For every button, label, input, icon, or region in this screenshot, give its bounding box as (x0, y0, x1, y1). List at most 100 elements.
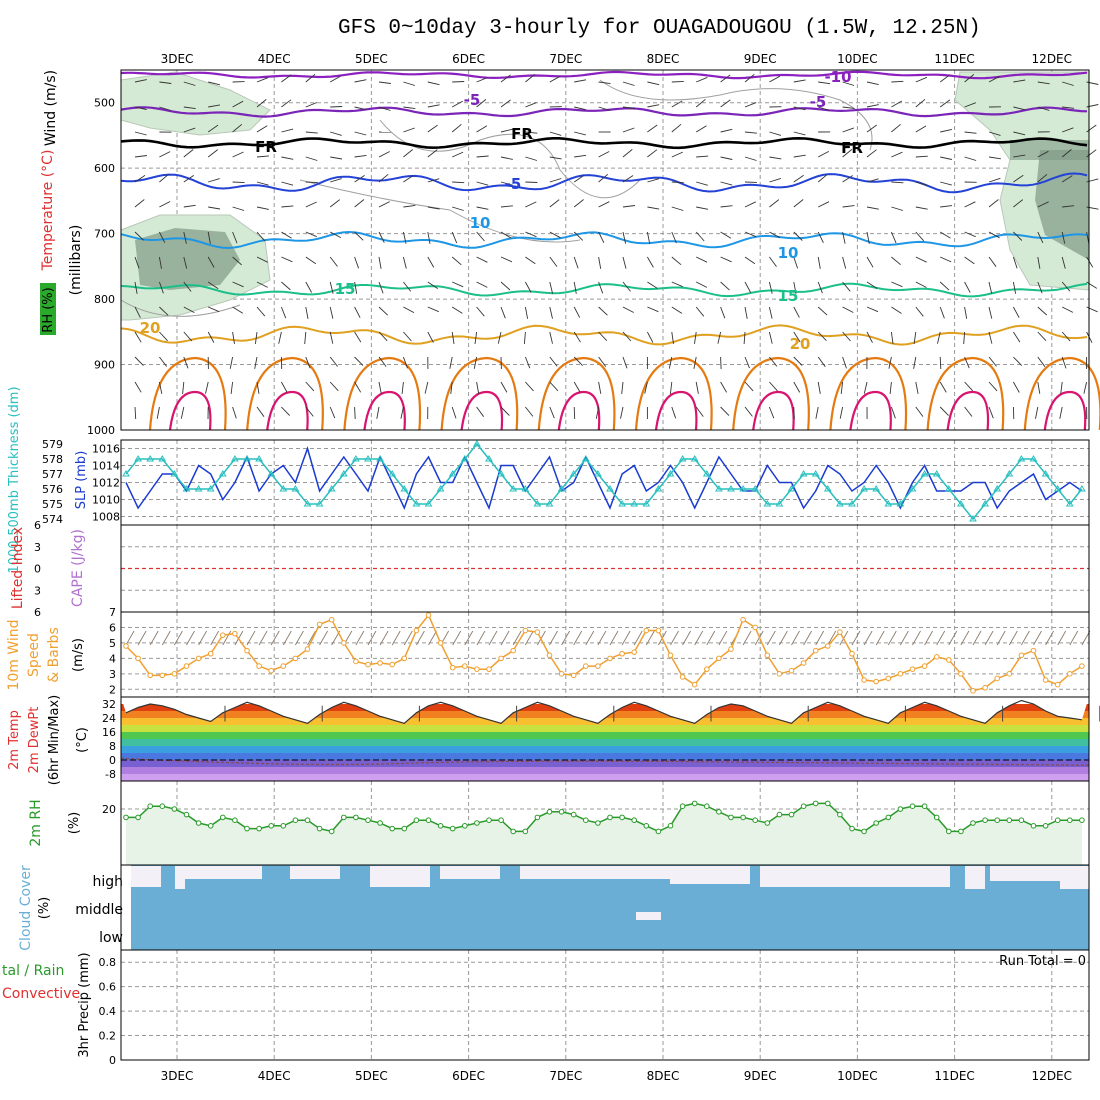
wind-barb (549, 331, 553, 344)
isotherm-30 (752, 390, 795, 431)
date-label-top: 5DEC (355, 52, 388, 66)
wind-barb (793, 231, 803, 241)
thickness-line-point (339, 470, 348, 477)
wind-barb (524, 306, 529, 319)
date-label-bottom: 9DEC (744, 1069, 777, 1083)
wind10-line-point (667, 652, 674, 659)
wind10-line-point (558, 671, 565, 677)
wind-barb (158, 381, 163, 394)
wind-barb (158, 231, 166, 243)
isotherm-25 (246, 356, 324, 431)
wind-barb (403, 175, 414, 183)
wind-barb (793, 381, 801, 393)
wind-barb (840, 381, 844, 394)
surface-barb (416, 630, 425, 646)
wind10-line-point (474, 666, 480, 672)
wind-barb (329, 281, 334, 294)
surface-barb (367, 630, 377, 646)
wind-barb (988, 231, 1000, 239)
wind-label: Wind (m/s) (43, 70, 59, 146)
rh2m-line-point (679, 803, 686, 810)
contour-label: 20 (140, 319, 161, 337)
wind-barb (427, 256, 435, 268)
cape-tick: 6 (34, 606, 41, 619)
surface-barb (319, 630, 328, 646)
temperature-label: Temperature (°C) (40, 150, 56, 272)
wind-barb (329, 356, 338, 367)
surface-barb (948, 630, 958, 646)
wind-barb (354, 306, 361, 318)
wind-barb (330, 131, 342, 136)
rh-shade-dark (135, 228, 240, 290)
wind-barb (159, 106, 172, 111)
wind-barb (717, 331, 722, 344)
thickness-line-point (654, 485, 663, 492)
wind-barb (1037, 356, 1046, 367)
rh-contour (120, 299, 241, 317)
wind-barb (671, 181, 684, 184)
rh2m-line-point (425, 817, 432, 824)
cape-label: CAPE (J/kg) (70, 529, 86, 607)
isotherm-20 (120, 324, 1088, 346)
temp-tick: 8 (109, 740, 116, 753)
wind10-unit: (m/s) (71, 638, 86, 672)
wind-barb (549, 156, 562, 160)
wind-barb (720, 306, 726, 319)
cloud-label: Cloud Cover (18, 865, 34, 951)
temp-tick: 24 (102, 712, 116, 725)
panel-frame-precip (120, 949, 1090, 1061)
thickness-line-point (364, 455, 372, 462)
millibars-label: (millibars) (68, 225, 84, 296)
wind10-line-point (437, 640, 444, 646)
wind-barb (842, 281, 851, 292)
wind-barb (254, 356, 258, 369)
rh2m-line-point (546, 809, 553, 815)
surface-barb (428, 630, 437, 646)
wind-barb (915, 406, 924, 417)
wind-barb (1061, 281, 1071, 292)
wind-barb (817, 306, 828, 316)
date-label-top: 3DEC (161, 52, 194, 66)
surface-barb (452, 630, 462, 646)
wind-barb (256, 381, 260, 394)
thickness-line-point (146, 455, 155, 462)
wind10-line-point (643, 627, 650, 634)
rh2m-line-point (232, 817, 238, 824)
wind-barb (329, 381, 339, 392)
rh2m-line-point (958, 828, 964, 835)
surface-barb (149, 630, 159, 646)
date-label-bottom: 5DEC (355, 1069, 388, 1083)
wind-barb (183, 127, 196, 133)
wind-barb (232, 100, 244, 108)
rh2m-line-point (1018, 817, 1025, 824)
wind-barb (842, 205, 855, 208)
wind10-line-point (365, 661, 371, 668)
surface-barb (912, 630, 921, 646)
wind-barb (769, 75, 781, 83)
thickness-line-point (908, 485, 917, 492)
thickness-line-point (763, 500, 772, 507)
date-label-top: 9DEC (744, 52, 777, 66)
wind-barb (427, 149, 438, 158)
wind-barb (622, 256, 627, 269)
wind-barb (939, 281, 950, 291)
temp-line (125, 699, 1082, 724)
wind-barb (281, 99, 292, 108)
thickness-line-point (122, 470, 130, 477)
thickness-line-point (811, 470, 820, 477)
rh2m-line-point (631, 817, 638, 824)
wind-barb (817, 231, 824, 243)
wind-barb (744, 256, 756, 265)
wind-barb (769, 356, 778, 367)
surface-barb (900, 630, 909, 646)
wind-barb (403, 149, 413, 158)
wind-barb (769, 256, 777, 267)
surface-barb (779, 630, 788, 646)
wind-barb (354, 106, 367, 111)
thickness-line-point (702, 470, 711, 477)
rh2m-line-point (220, 814, 226, 821)
wind10-line-point (304, 646, 311, 652)
wind-barb (305, 181, 318, 184)
rh2m-line-point (244, 825, 250, 832)
